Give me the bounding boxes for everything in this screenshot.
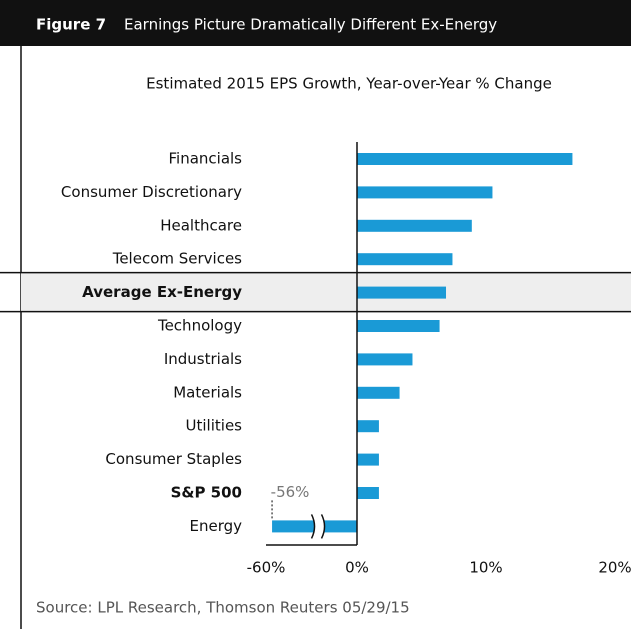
y-tick-label: S&P 500 [171, 484, 242, 502]
y-tick-label: Materials [173, 383, 242, 401]
y-tick-label: Technology [157, 317, 242, 335]
x-tick-label: 20% [598, 559, 631, 577]
bar [357, 186, 493, 199]
x-tick-label: 0% [345, 559, 369, 577]
y-tick-label: Financials [169, 150, 243, 168]
y-tick-label: Industrials [164, 350, 242, 368]
break-gap [314, 514, 325, 539]
bar [357, 386, 400, 399]
figure-title: Earnings Picture Dramatically Different … [124, 16, 497, 34]
bar [357, 153, 573, 165]
bar [357, 253, 453, 266]
bar [357, 487, 379, 499]
y-tick-label: Telecom Services [112, 250, 242, 268]
x-tick-label: 10% [469, 559, 502, 577]
bar [357, 286, 447, 299]
bar [357, 353, 413, 366]
y-tick-label: Healthcare [160, 216, 242, 234]
break-mark [310, 514, 326, 539]
y-tick-label: Consumer Staples [105, 450, 242, 468]
header-bar [0, 0, 631, 46]
source: Source: LPL Research, Thomson Reuters 05… [36, 599, 410, 617]
chart-title: Estimated 2015 EPS Growth, Year-over-Yea… [146, 75, 552, 93]
y-tick-label: Utilities [186, 417, 243, 435]
bar [357, 219, 472, 232]
x-tick-label: -60% [247, 559, 286, 577]
y-tick-label: Consumer Discretionary [61, 183, 242, 201]
bar [357, 320, 440, 332]
y-tick-label: Energy [189, 517, 242, 535]
highlight-band [21, 272, 631, 312]
figure-label: Figure 7 [36, 16, 106, 34]
bar [357, 453, 379, 466]
bar [357, 420, 379, 433]
value-label: -56% [271, 483, 310, 501]
y-tick-label: Average Ex-Energy [82, 283, 242, 301]
